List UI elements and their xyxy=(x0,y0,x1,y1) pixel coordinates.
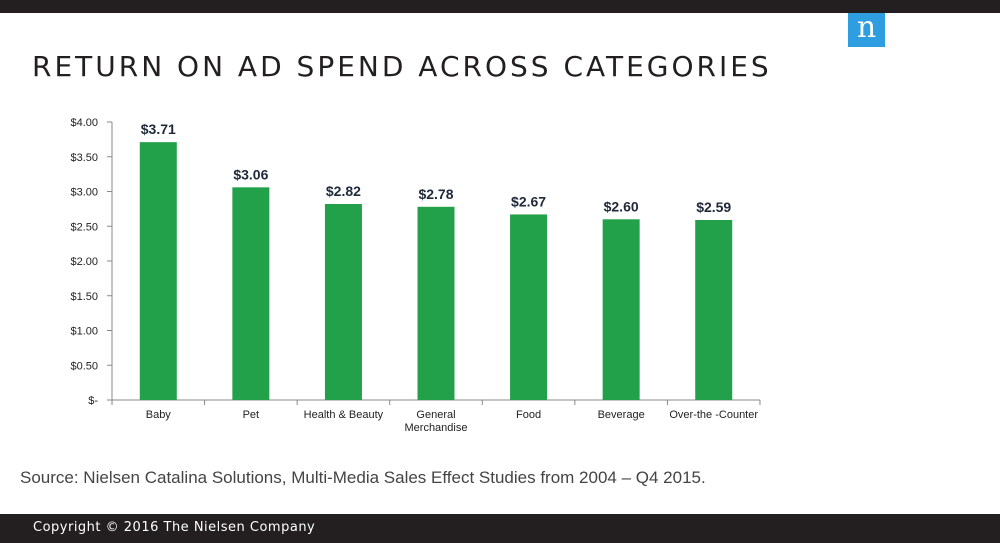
x-tick-label: Food xyxy=(516,409,541,421)
data-label: $3.71 xyxy=(141,121,176,137)
y-tick-label: $1.50 xyxy=(70,291,98,303)
bar xyxy=(324,204,362,400)
source-note: Source: Nielsen Catalina Solutions, Mult… xyxy=(20,468,706,487)
bar-chart: $- $0.50 $1.00 $1.50 $2.00 $2.50 $3.00 $3.50 $4.… xyxy=(70,117,761,434)
data-label: $2.67 xyxy=(511,193,546,209)
bar xyxy=(417,206,455,400)
data-label: $2.59 xyxy=(696,199,731,215)
x-tick-label: Health & Beauty xyxy=(304,409,384,421)
x-tick-label: General Merchandise xyxy=(405,409,468,434)
bar xyxy=(695,219,733,400)
y-tick-label: $2.50 xyxy=(70,221,98,233)
chart-title: RETURN ON AD SPEND ACROSS CATEGORIES xyxy=(32,50,772,83)
bar xyxy=(139,142,177,400)
data-label: $2.82 xyxy=(326,183,361,199)
copyright-text: Copyright © 2016 The Nielsen Company xyxy=(33,520,316,535)
y-tick-label: $1.00 xyxy=(70,326,98,338)
footer-bar: Copyright © 2016 The Nielsen Company xyxy=(0,514,1000,543)
y-tick-label: $3.50 xyxy=(70,152,98,164)
bar xyxy=(602,219,640,400)
x-tick-label: Pet xyxy=(243,409,260,421)
nielsen-logo: n xyxy=(848,13,885,47)
y-tick-label: $3.00 xyxy=(70,187,98,199)
data-label: $2.78 xyxy=(418,186,453,202)
data-label: $2.60 xyxy=(604,198,639,214)
y-tick-label: $- xyxy=(88,395,98,407)
y-tick-label: $2.00 xyxy=(70,256,98,268)
y-tick-label: $4.00 xyxy=(70,117,98,129)
bar xyxy=(232,187,270,400)
y-tick-label: $0.50 xyxy=(70,360,98,372)
x-tick-label: Baby xyxy=(146,409,172,421)
x-tick-label: Over-the -Counter xyxy=(669,409,758,421)
top-bar xyxy=(0,0,1000,13)
bar xyxy=(510,214,548,400)
data-label: $3.06 xyxy=(233,166,268,182)
x-tick-label: Beverage xyxy=(598,409,645,421)
